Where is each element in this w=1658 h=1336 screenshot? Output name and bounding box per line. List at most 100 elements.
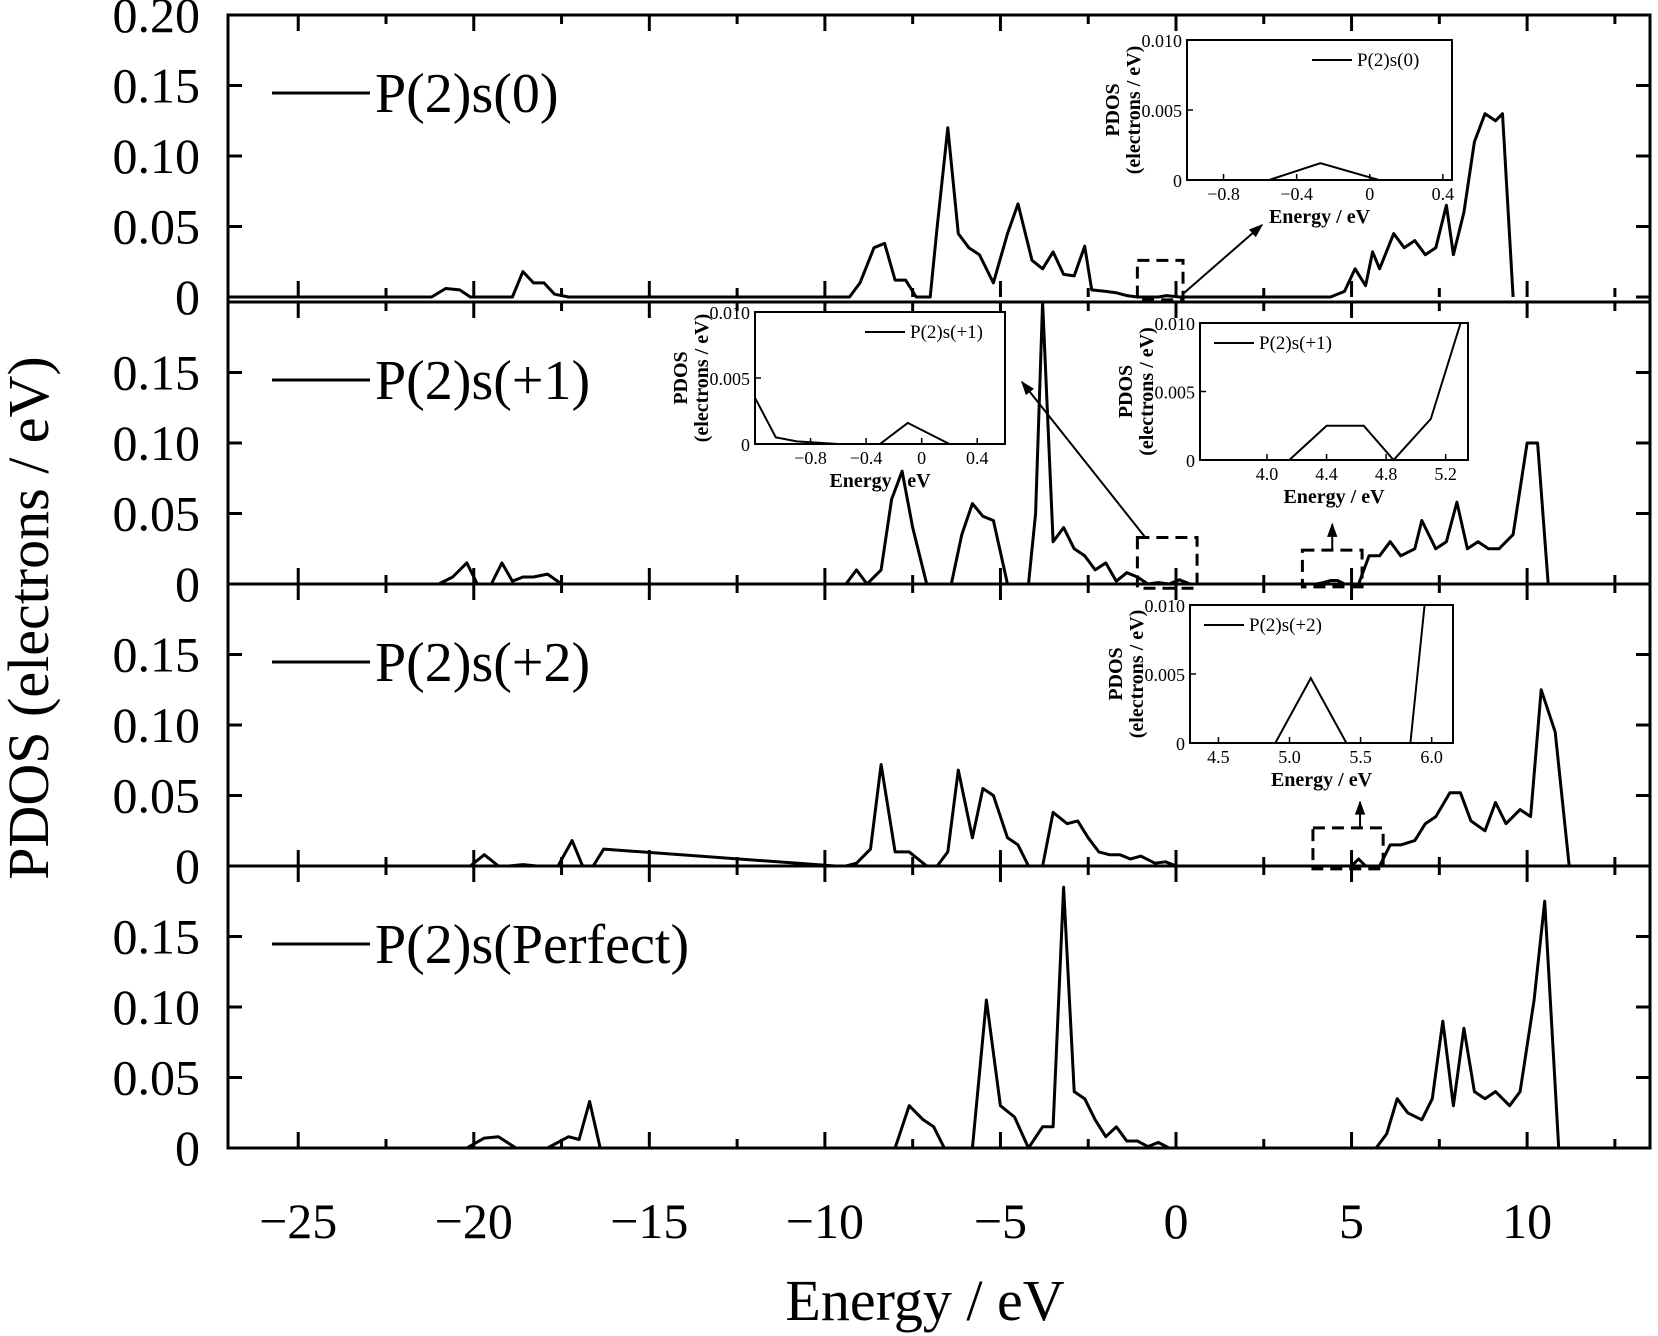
- inset-x-axis-title-2: Energy / eV: [1283, 486, 1385, 508]
- inset-y-axis-title-line1-1: PDOS: [670, 351, 692, 404]
- x-tick-label-1: −20: [435, 1193, 513, 1249]
- inset-x-tick-label-1-3: 0.4: [966, 448, 989, 468]
- y-tick-label-0-4: 0.20: [113, 0, 201, 43]
- inset-3: 4.5 5.0 5.5 6.0 0 0.005 0.010 Energy / eV PDOS (e…: [1105, 596, 1454, 791]
- y-tick-label-1-3: 0.15: [113, 345, 201, 401]
- inset-arrow-0: [1182, 224, 1263, 295]
- inset-y-tick-label-3-2: 0.010: [1145, 596, 1186, 616]
- inset-y-tick-label-1-1: 0.005: [710, 369, 751, 389]
- x-axis-title: Energy / eV: [785, 1268, 1064, 1333]
- x-tick-label-2: −15: [610, 1193, 688, 1249]
- x-tick-label-3: −10: [786, 1193, 864, 1249]
- y-tick-label-2-1: 0.05: [113, 768, 201, 824]
- y-tick-label-3-0: 0: [175, 1120, 200, 1176]
- inset-y-axis-title-line2-1: (electrons / eV): [691, 314, 713, 442]
- inset-x-tick-label-2-2: 4.8: [1375, 464, 1398, 484]
- inset-y-tick-label-2-0: 0: [1186, 451, 1195, 471]
- inset-x-tick-label-0-3: 0.4: [1432, 184, 1455, 204]
- inset-x-axis-title-3: Energy / eV: [1271, 769, 1373, 791]
- inset-x-tick-label-3-1: 5.0: [1278, 747, 1301, 767]
- inset-y-tick-label-2-1: 0.005: [1155, 383, 1196, 403]
- x-tick-label-7: 10: [1502, 1193, 1552, 1249]
- x-tick-label-4: −5: [974, 1193, 1027, 1249]
- arrows-layer: [1021, 224, 1366, 828]
- inset-y-axis-title-line2-0: (electrons / eV): [1123, 46, 1145, 174]
- inset-series-line-2: [1200, 322, 1462, 462]
- inset-arrow-1: [1021, 381, 1147, 539]
- inset-x-axis-title-1: Energy / eV: [829, 470, 931, 492]
- y-tick-label-2-3: 0.15: [113, 627, 201, 683]
- inset-arrow-1-head: [1021, 380, 1034, 396]
- inset-0: −0.8 −0.4 0 0.4 0 0.005 0.010 Energy / eV PDOS (e…: [1102, 31, 1454, 228]
- y-tick-label-0-0: 0: [175, 269, 200, 325]
- y-tick-label-2-0: 0: [175, 838, 200, 894]
- x-tick-label-6: 5: [1339, 1193, 1364, 1249]
- inset-x-tick-label-2-1: 4.4: [1315, 464, 1338, 484]
- y-tick-label-2-2: 0.10: [113, 697, 201, 753]
- inset-y-axis-title-line1-2: PDOS: [1115, 365, 1137, 418]
- inset-y-tick-label-1-0: 0: [741, 435, 750, 455]
- inset-x-tick-label-0-2: 0: [1365, 184, 1374, 204]
- inset-legend-label-1: P(2)s(+1): [910, 322, 983, 343]
- legend-label-0: P(2)s(0): [375, 63, 559, 125]
- inset-series-line-0: [1187, 162, 1452, 181]
- inset-y-tick-label-3-1: 0.005: [1145, 665, 1186, 685]
- x-tick-label-5: 0: [1164, 1193, 1189, 1249]
- inset-series-line-3: [1190, 604, 1426, 744]
- inset-arrow-2-head: [1327, 522, 1338, 537]
- inset-x-tick-label-3-2: 5.5: [1349, 747, 1372, 767]
- inset-frame-2: [1199, 322, 1469, 461]
- inset-y-tick-label-2-2: 0.010: [1155, 314, 1196, 334]
- y-tick-label-1-2: 0.10: [113, 415, 201, 471]
- inset-x-tick-label-3-0: 4.5: [1207, 747, 1230, 767]
- axes-layer: −25 −20 −15 −10 −5 0 5 10: [226, 13, 1652, 1249]
- inset-y-tick-label-3-0: 0: [1176, 734, 1185, 754]
- inset-series-line-1: [754, 397, 1005, 445]
- series-line-3: [228, 885, 1561, 1150]
- inset-arrow-0-head: [1249, 224, 1264, 238]
- inset-x-tick-label-2-3: 5.2: [1434, 464, 1457, 484]
- inset-x-tick-label-2-0: 4.0: [1256, 464, 1279, 484]
- inset-legend-label-3: P(2)s(+2): [1249, 615, 1322, 636]
- y-axis-title: PDOS (electrons / eV): [0, 356, 61, 880]
- inset-1: −0.8 −0.4 0 0.4 0 0.005 0.010 Energy / eV PDOS (e…: [670, 303, 1006, 492]
- inset-y-tick-label-0-2: 0.010: [1142, 31, 1183, 51]
- legend-label-2: P(2)s(+2): [375, 632, 590, 694]
- y-tick-label-0-1: 0.05: [113, 199, 201, 255]
- inset-x-axis-title-0: Energy / eV: [1269, 206, 1371, 228]
- inset-2: 4.0 4.4 4.8 5.2 0 0.005 0.010 Energy / eV PDOS (e…: [1115, 314, 1469, 508]
- highlight-box-0: [1135, 258, 1185, 302]
- inset-x-tick-label-1-1: −0.4: [850, 448, 883, 468]
- series-line-0: [228, 112, 1515, 299]
- inset-y-axis-title-line1-0: PDOS: [1102, 83, 1124, 136]
- inset-y-axis-title-line1-3: PDOS: [1105, 647, 1127, 700]
- inset-y-axis-title-line2-2: (electrons / eV): [1136, 327, 1158, 455]
- inset-x-tick-label-3-3: 6.0: [1420, 747, 1443, 767]
- inset-y-tick-label-0-0: 0: [1173, 171, 1182, 191]
- y-tick-label-1-0: 0: [175, 556, 200, 612]
- inset-arrow-3-head: [1354, 800, 1366, 815]
- x-tick-label-0: −25: [259, 1193, 337, 1249]
- inset-y-axis-title-line2-3: (electrons / eV): [1126, 610, 1148, 738]
- inset-legend-label-2: P(2)s(+1): [1259, 333, 1332, 354]
- highlight-box-3: [1311, 826, 1385, 871]
- highlight-box-1: [1135, 535, 1199, 590]
- inset-x-tick-label-0-0: −0.8: [1207, 184, 1240, 204]
- panel-1: P(2)s(+1) 0 0.05 0.10 0.15: [113, 300, 1650, 612]
- y-tick-label-0-2: 0.10: [113, 128, 201, 184]
- y-tick-label-3-1: 0.05: [113, 1050, 201, 1106]
- inset-frame-3: [1189, 604, 1454, 744]
- inset-x-tick-label-1-0: −0.8: [794, 448, 827, 468]
- inset-x-tick-label-0-1: −0.4: [1280, 184, 1313, 204]
- y-tick-label-1-1: 0.05: [113, 486, 201, 542]
- y-tick-label-3-2: 0.10: [113, 979, 201, 1035]
- panel-0: P(2)s(0) 0 0.05 0.10 0.15 0.20: [113, 0, 1650, 325]
- legend-label-1: P(2)s(+1): [375, 350, 590, 412]
- plot-frame: [226, 13, 1652, 1150]
- inset-y-tick-label-0-1: 0.005: [1142, 101, 1183, 121]
- inset-x-tick-label-1-2: 0: [917, 448, 926, 468]
- legend-label-3: P(2)s(Perfect): [375, 914, 689, 976]
- inset-y-tick-label-1-2: 0.010: [710, 303, 751, 323]
